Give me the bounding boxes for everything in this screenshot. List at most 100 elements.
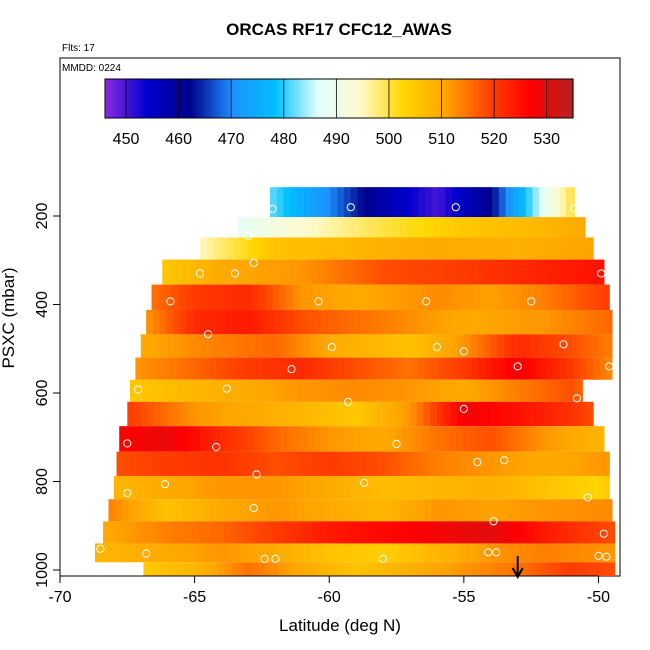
heatmap-cell [337,187,345,218]
heatmap-cell [405,562,414,576]
heatmap-cell [194,401,202,427]
heatmap-cell [101,543,110,563]
heatmap-cell [263,259,271,285]
colorbar-segment [159,79,163,118]
heatmap-cell [307,310,316,335]
heatmap-cell [350,187,359,218]
heatmap-cell [220,310,228,335]
heatmap-cell [365,562,373,576]
heatmap-cell [247,426,255,452]
colorbar-segment [180,79,184,118]
heatmap-cell [528,284,536,311]
colorbar [104,78,574,119]
heatmap-cell [372,521,380,544]
heatmap-cell [278,217,286,238]
colorbar-segment [206,79,210,118]
heatmap-cell [450,475,458,500]
colorbar-segment [453,79,457,118]
heatmap-cell [134,475,142,500]
heatmap-cell [458,357,466,380]
heatmap-band [119,426,605,452]
heatmap-cell [527,451,535,476]
heatmap-cell [383,475,391,500]
heatmap-cell [426,451,434,476]
heatmap-cell [276,357,285,380]
heatmap-cell [296,357,305,380]
colorbar-segment [391,79,395,118]
heatmap-cell [146,310,154,335]
heatmap-cell [243,259,251,285]
heatmap-cell [108,499,116,522]
heatmap-cell [325,562,333,576]
heatmap-cell [334,237,342,260]
heatmap-cell [597,426,605,452]
heatmap-cell [539,357,547,380]
colorbar-segment [560,79,564,118]
colorbar-segment [521,79,525,118]
heatmap-cell [244,217,252,238]
heatmap-cell [240,426,248,452]
sample-marker [360,478,369,487]
heatmap-cell [562,284,570,311]
heatmap-cell [315,475,324,500]
x-tick-label: -50 [587,589,610,606]
heatmap-cell [353,284,361,311]
heatmap-cell [469,426,477,452]
heatmap-cell [268,334,276,358]
heatmap-cell [252,284,260,311]
heatmap-cell [466,451,474,476]
heatmap-cell [327,426,336,452]
heatmap-cell [572,357,581,380]
heatmap-cell [519,187,527,218]
heatmap-cell [162,357,170,380]
heatmap-cell [296,187,305,218]
heatmap-cell [578,475,586,500]
heatmap-cell [147,401,155,427]
y-axis-label: PSXC (mbar) [0,267,18,368]
heatmap-cell [560,379,569,402]
heatmap-cell [136,451,145,476]
heatmap-cell [178,284,186,311]
heatmap-cell [442,426,450,452]
heatmap-cell [480,379,488,402]
heatmap-cell [471,187,480,218]
heatmap-cell [159,426,167,452]
heatmap-cell [175,543,184,563]
heatmap-cell [362,401,371,427]
heatmap-cell [493,379,501,402]
heatmap-cell [446,379,454,402]
heatmap-cell [260,426,268,452]
heatmap-cell [513,217,521,238]
sample-marker [432,342,441,352]
x-axis-label: Latitude (deg N) [279,616,401,635]
heatmap-cell [517,475,526,500]
heatmap-cell [531,475,539,500]
heatmap-cell [95,543,103,563]
heatmap-cell [388,426,396,452]
heatmap-cell [540,562,548,576]
heatmap-cell [465,499,473,522]
heatmap-cell [130,451,138,476]
heatmap-cell [372,379,380,402]
heatmap-cell [443,475,451,500]
heatmap-cell [317,499,325,522]
heatmap-cell [174,475,182,500]
heatmap-cell [379,451,387,476]
heatmap-cell [120,475,128,500]
heatmap-cell [493,451,501,476]
heatmap-cell [451,187,460,218]
heatmap-cell [523,426,531,452]
colorbar-tick-label: 490 [323,131,350,148]
heatmap-cell [517,334,526,358]
heatmap-cell [209,259,217,285]
heatmap-cell [315,401,324,427]
heatmap-cell [463,475,472,500]
heatmap-cell [583,237,591,260]
heatmap-cell [516,237,524,260]
sample-marker [142,549,151,558]
heatmap-cell [226,237,235,260]
heatmap-cell [446,451,454,476]
heatmap-cell [419,451,427,476]
heatmap-cell [311,217,320,238]
heatmap-cell [364,499,372,522]
